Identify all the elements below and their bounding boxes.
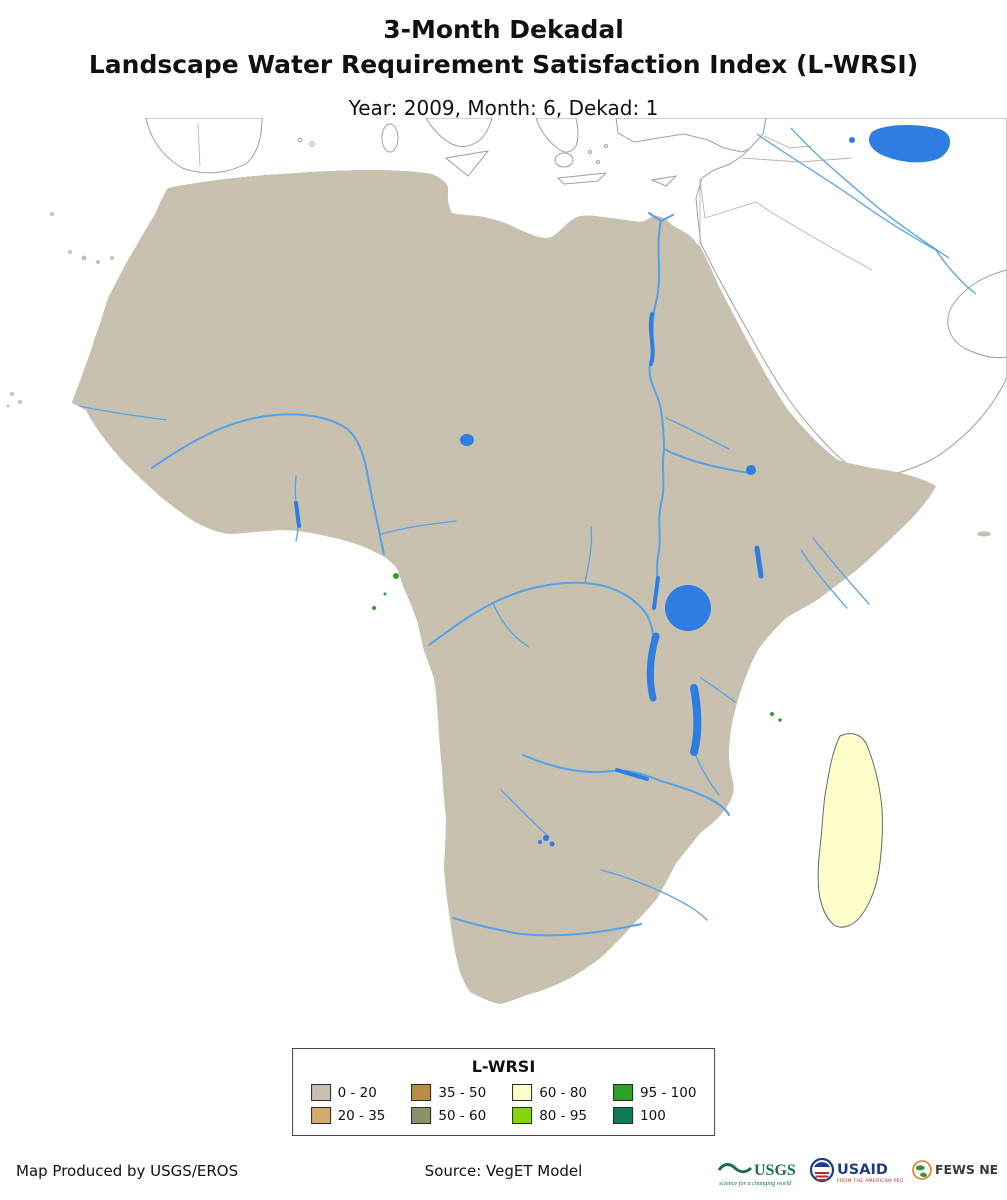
middle-east-rivers (756, 127, 977, 295)
crete (556, 172, 608, 185)
usgs-wave-icon (717, 1163, 753, 1174)
lake-tanganyika (646, 632, 660, 702)
legend-swatch (310, 1084, 331, 1101)
lake-kariba (615, 768, 649, 781)
sicily (444, 150, 490, 177)
fewsnet-logo-text: FEWS NET (935, 1162, 997, 1177)
lake-malawi (690, 684, 702, 756)
usaid-logo-text: USAID (837, 1162, 888, 1178)
legend-label: 0 - 20 (337, 1084, 377, 1101)
fewsnet-globe-icon (912, 1160, 932, 1180)
legend-label: 100 (640, 1107, 666, 1124)
sardinia (381, 123, 399, 153)
legend-swatch (411, 1107, 432, 1124)
legend-swatch (310, 1107, 331, 1124)
legend-swatch (613, 1084, 634, 1101)
lake-tana (746, 465, 756, 475)
turkey-coast (615, 117, 767, 153)
usgs-logo: USGS science for a changing world (717, 1162, 796, 1187)
header: 3-Month Dekadal Landscape Water Requirem… (0, 0, 1007, 120)
legend-label: 35 - 50 (438, 1084, 487, 1101)
arabia-middle-east-coast (695, 117, 1007, 476)
usaid-seal-icon (809, 1157, 835, 1183)
page-title-line2: Landscape Water Requirement Satisfaction… (88, 50, 919, 79)
legend-item: 50 - 60 (411, 1107, 486, 1124)
lake-victoria (665, 585, 711, 631)
legend: L-WRSI 0 - 20 35 - 50 60 - 80 95 - 100 2… (291, 1048, 716, 1136)
usaid-logo: USAID FROM THE AMERICAN PEOPLE (809, 1157, 903, 1184)
italy-coast (425, 117, 493, 148)
page-subtitle: Year: 2009, Month: 6, Dekad: 1 (348, 96, 659, 120)
small-islands (6, 212, 991, 722)
usaid-tagline: FROM THE AMERICAN PEOPLE (837, 1178, 903, 1184)
okavango-delta (538, 835, 555, 847)
legend-item: 80 - 95 (512, 1107, 587, 1124)
africa-wrsi-map (6, 117, 1007, 1005)
greece-coast (535, 117, 579, 153)
lake-nasser (648, 312, 655, 366)
legend-swatch (411, 1084, 432, 1101)
legend-item: 35 - 50 (411, 1084, 486, 1101)
legend-label: 80 - 95 (539, 1107, 588, 1124)
legend-grid: 0 - 20 35 - 50 60 - 80 95 - 100 20 - 35 … (310, 1084, 696, 1124)
lake-volta (294, 501, 301, 528)
peloponnese (554, 152, 574, 168)
legend-swatch (512, 1107, 533, 1124)
usgs-logo-text: USGS (754, 1162, 796, 1179)
madagascar-coastline (817, 733, 883, 928)
lake-albert (652, 576, 660, 610)
source-text: Source: VegET Model (424, 1162, 583, 1180)
fewsnet-logo: FEWS NET (912, 1160, 997, 1180)
legend-item: 100 (613, 1107, 696, 1124)
map-canvas (0, 117, 1007, 1043)
neighbor-landmasses (145, 117, 1007, 476)
legend-label: 60 - 80 (539, 1084, 588, 1101)
legend-item: 95 - 100 (613, 1084, 696, 1101)
lake-chad (460, 434, 474, 446)
legend-label: 50 - 60 (438, 1107, 487, 1124)
page-title-line1: 3-Month Dekadal (383, 15, 624, 44)
legend-title: L-WRSI (471, 1057, 536, 1076)
legend-swatch (613, 1107, 634, 1124)
footer: Map Produced by USGS/EROS Source: VegET … (0, 1148, 1007, 1196)
page-title: 3-Month Dekadal Landscape Water Requirem… (0, 12, 1007, 82)
legend-label: 95 - 100 (640, 1084, 697, 1101)
lakes (294, 312, 764, 847)
legend-item: 20 - 35 (310, 1107, 386, 1124)
produced-by-text: Map Produced by USGS/EROS (16, 1162, 239, 1180)
legend-label: 20 - 35 (337, 1107, 386, 1124)
persian-gulf-coast (947, 269, 1007, 359)
caspian-sea (868, 124, 951, 163)
cyprus (650, 175, 678, 187)
iberia-coast (145, 117, 263, 174)
usgs-tagline: science for a changing world (719, 1180, 792, 1187)
legend-swatch (512, 1084, 533, 1101)
legend-item: 0 - 20 (310, 1084, 386, 1101)
legend-item: 60 - 80 (512, 1084, 587, 1101)
footer-logos: USGS science for a changing world USAID … (717, 1154, 997, 1188)
lake-turkana (754, 545, 764, 579)
lake-speck (849, 137, 855, 143)
